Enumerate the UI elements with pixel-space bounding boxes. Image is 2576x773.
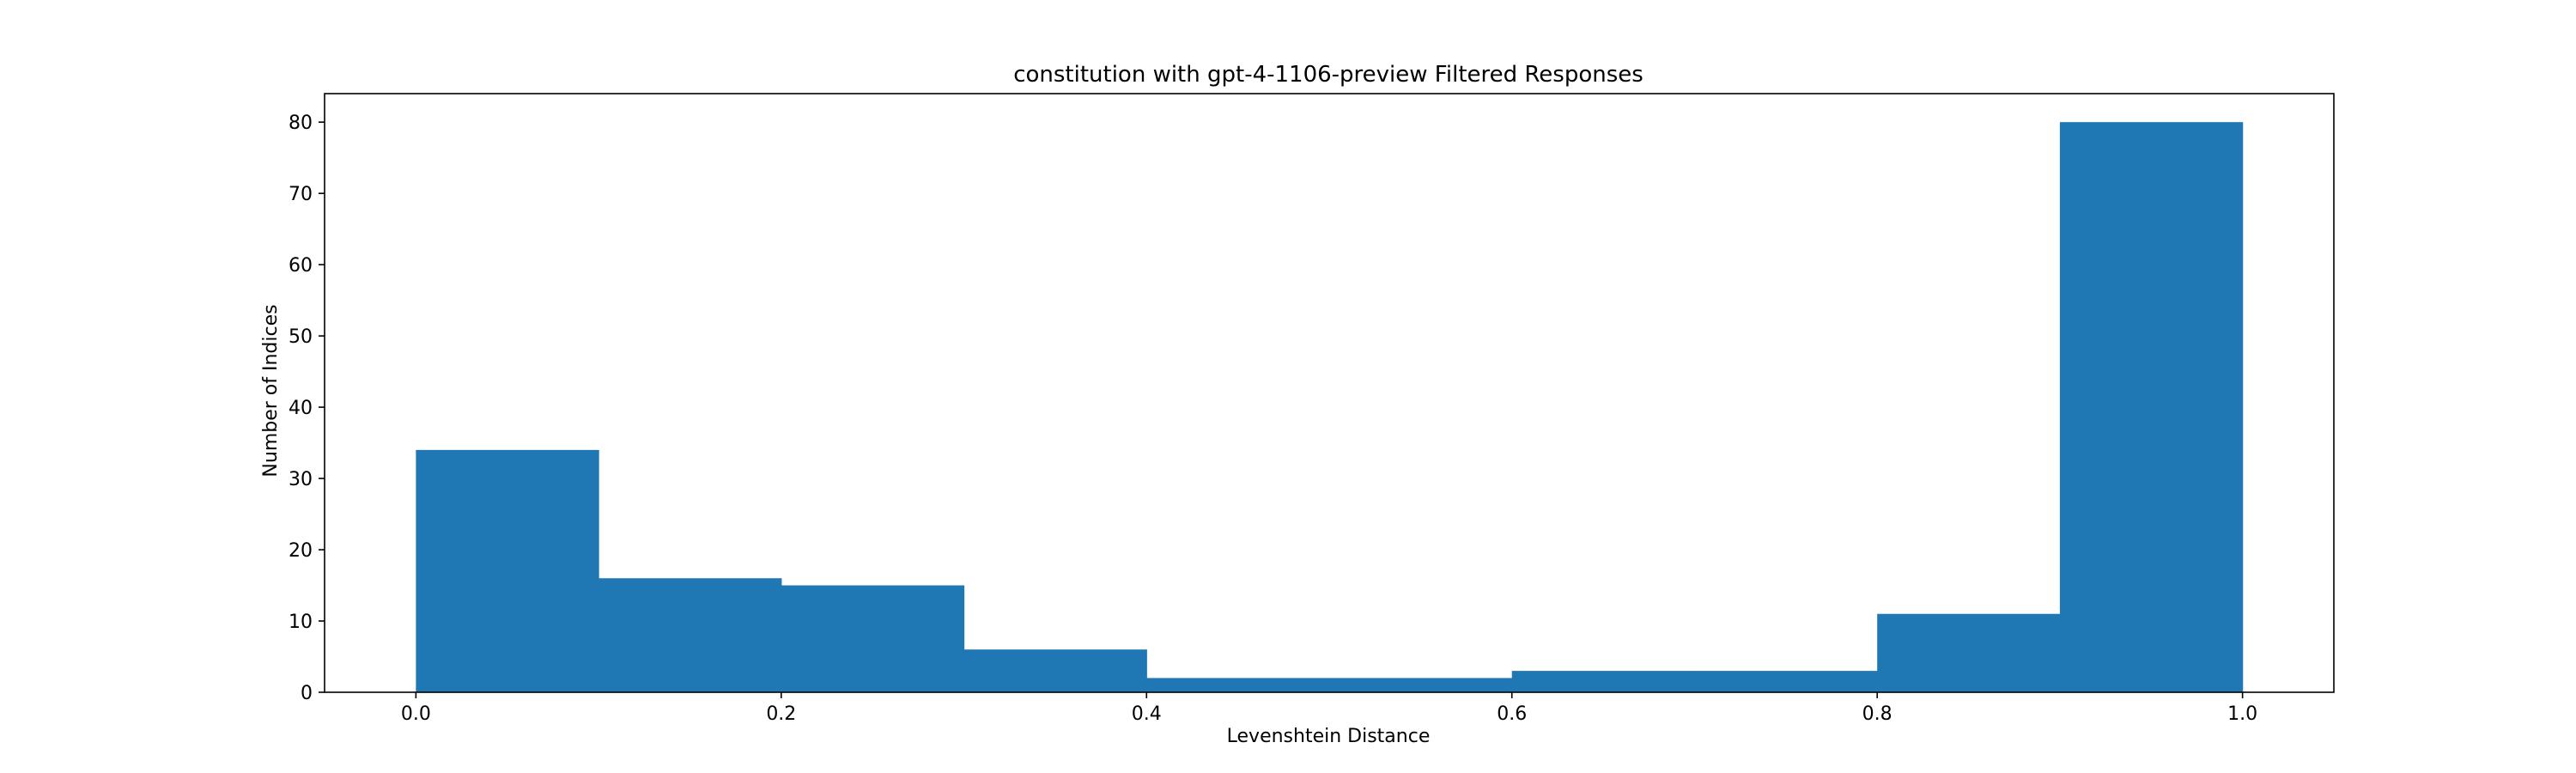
chart-title: constitution with gpt-4-1106-preview Fil… [1013, 62, 1643, 88]
x-tick-label: 0.4 [1132, 703, 1162, 725]
y-tick-label: 30 [289, 469, 313, 490]
plot-frame [324, 93, 2335, 693]
y-axis-label: Number of Indices [260, 304, 282, 477]
histogram-bar-6 [1511, 671, 1696, 692]
histogram-bar-2 [781, 585, 965, 692]
x-axis-ticks: 0.0 0.2 0.4 0.6 0.8 1.0 [401, 692, 2257, 725]
histogram-bar-0 [416, 449, 599, 692]
y-tick-label: 0 [301, 683, 313, 704]
x-axis-label: Levenshtein Distance [1227, 726, 1431, 747]
histogram-bar-4 [1146, 678, 1330, 692]
histogram-bar-9 [2059, 122, 2244, 692]
histogram-bar-7 [1694, 671, 1878, 692]
y-tick-label: 50 [289, 326, 313, 348]
histogram-bar-3 [963, 649, 1147, 692]
y-tick-label: 10 [289, 612, 313, 633]
bars-group [416, 122, 2244, 692]
x-tick-label: 0.0 [401, 703, 431, 725]
y-tick-label: 80 [289, 113, 313, 134]
histogram-bar-5 [1329, 678, 1513, 692]
histogram-bar-1 [598, 578, 782, 692]
histogram-bar-8 [1877, 613, 2061, 692]
x-tick-label: 0.2 [766, 703, 796, 725]
y-tick-label: 70 [289, 184, 313, 205]
x-tick-label: 0.8 [1862, 703, 1893, 725]
x-tick-label: 1.0 [2227, 703, 2257, 725]
x-tick-label: 0.6 [1497, 703, 1527, 725]
y-tick-label: 40 [289, 398, 313, 419]
y-axis-ticks: 0 10 20 30 40 50 60 70 80 [289, 113, 325, 704]
y-tick-label: 20 [289, 540, 313, 562]
y-tick-label: 60 [289, 255, 313, 277]
